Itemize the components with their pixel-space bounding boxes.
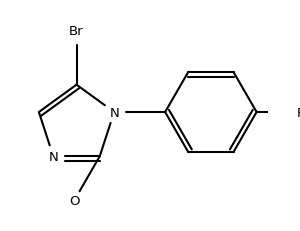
Text: Br: Br (69, 24, 84, 37)
Text: F: F (297, 106, 300, 119)
Text: N: N (48, 150, 58, 163)
Text: O: O (69, 194, 80, 207)
Text: N: N (109, 106, 119, 119)
